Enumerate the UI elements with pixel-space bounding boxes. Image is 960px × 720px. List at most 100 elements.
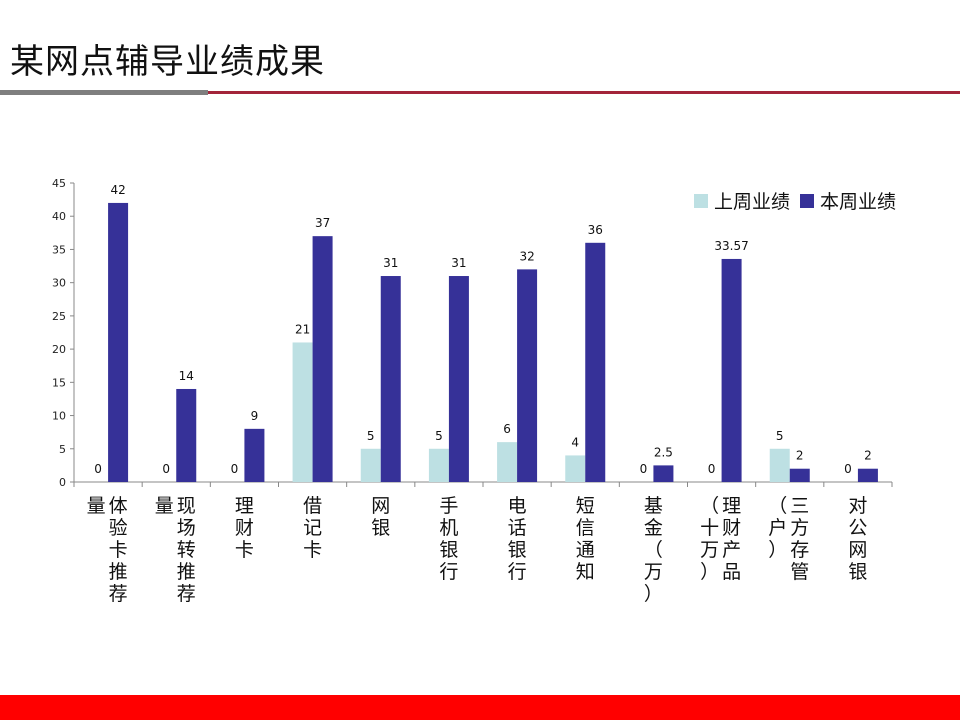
category-label-char: （ [700,495,719,517]
category-label-char: 验 [109,517,128,539]
category-label-char: 推 [177,561,196,583]
legend-item-last-week: 上周业绩 [694,187,790,214]
data-label-last-week: 0 [94,462,102,476]
category-label-char: 卡 [235,539,254,561]
category-label-char: 财 [722,517,741,539]
category-label-char: 通 [576,539,595,561]
category-label-char: 体 [109,495,128,517]
category-label-char: 金 [644,517,663,539]
y-tick-label: 45 [52,177,66,190]
category-label-char: 基 [644,495,663,517]
category-label-char: 行 [439,561,458,583]
bar-this-week [108,202,129,482]
data-label-this-week: 2 [864,449,872,463]
data-label-this-week: 37 [315,216,330,230]
category-label-char: 量 [87,495,106,517]
category-label-char: 转 [177,539,196,561]
category-label-char: 荐 [109,583,128,605]
category-label-char: ） [644,583,663,605]
category-label-char: 万 [644,561,663,583]
y-tick-label: 35 [52,243,66,256]
y-tick-label: 10 [52,410,66,423]
category-label-char: 话 [508,517,527,539]
chart-legend: 上周业绩 本周业绩 [694,187,906,214]
bar-last-week [360,448,381,482]
bar-this-week [448,276,469,482]
category-label-char: 理 [722,495,741,517]
category-label-char: 十 [700,517,719,539]
bar-this-week [585,242,606,482]
data-label-last-week: 5 [435,429,443,443]
category-label-char: （ [644,539,663,561]
data-label-this-week: 2 [796,449,804,463]
data-label-last-week: 21 [295,322,310,336]
category-label-char: ） [768,539,787,561]
bar-last-week [497,442,518,482]
data-label-this-week: 36 [588,223,603,237]
category-label-char: 荐 [177,583,196,605]
bar-this-week [517,269,538,482]
slide-title: 某网点辅导业绩成果 [10,42,325,82]
data-label-last-week: 0 [162,462,170,476]
category-label-char: 网 [371,495,390,517]
legend-swatch-this-week [800,193,815,208]
category-label-char: 户 [768,517,787,539]
category-label-char: 机 [439,517,458,539]
legend-item-this-week: 本周业绩 [800,187,896,214]
y-tick-label: 15 [52,376,66,389]
category-label-char: 银 [508,539,527,561]
category-label-char: （ [768,495,787,517]
category-label-char: 场 [177,517,196,539]
bar-last-week [769,448,790,482]
category-label-char: 手 [439,495,458,517]
category-label-char: 存 [790,539,809,561]
title-rule-red [208,91,960,94]
category-label-char: 银 [371,517,390,539]
category-label-char: 短 [576,495,595,517]
legend-label-this-week: 本周业绩 [820,191,897,213]
y-tick-label: 25 [52,310,66,323]
bar-this-week [857,468,878,482]
category-label-char: 三 [790,495,809,517]
data-label-this-week: 31 [451,256,466,270]
category-label-char: 推 [109,561,128,583]
data-label-this-week: 31 [383,256,398,270]
category-label-char: 银 [439,539,458,561]
category-label-char: 万 [700,539,719,561]
category-label-char: 信 [576,517,595,539]
title-rule-gray [0,90,208,95]
category-label-char: 网 [848,539,867,561]
bar-this-week [380,276,401,482]
bar-this-week [312,236,333,482]
bar-this-week [789,468,810,482]
bar-this-week [721,258,742,482]
category-label-char: 方 [790,517,809,539]
data-label-last-week: 0 [231,462,239,476]
y-tick-label: 0 [59,476,66,489]
data-label-this-week: 2.5 [654,445,673,459]
bar-this-week [176,388,197,482]
category-label-char: 对 [848,495,867,517]
data-label-last-week: 4 [571,435,579,449]
footer-bar [0,695,960,720]
data-label-last-week: 0 [844,462,852,476]
data-label-this-week: 32 [519,249,534,263]
category-label-char: 产 [722,539,741,561]
category-label-char: 电 [508,495,527,517]
data-label-last-week: 0 [708,462,716,476]
y-tick-label: 20 [52,343,66,356]
y-tick-label: 30 [52,277,66,290]
category-label-char: 理 [235,495,254,517]
data-label-last-week: 0 [640,462,648,476]
data-label-this-week: 42 [110,183,125,197]
legend-swatch-last-week [694,193,708,208]
bar-this-week [244,428,265,482]
bar-this-week [653,465,674,482]
category-label-char: 知 [576,561,595,583]
category-label-char: 公 [848,517,867,539]
category-label-char: 卡 [109,539,128,561]
category-label-char: 量 [155,495,174,517]
category-label-char: 管 [790,561,809,583]
category-label-char: 财 [235,517,254,539]
